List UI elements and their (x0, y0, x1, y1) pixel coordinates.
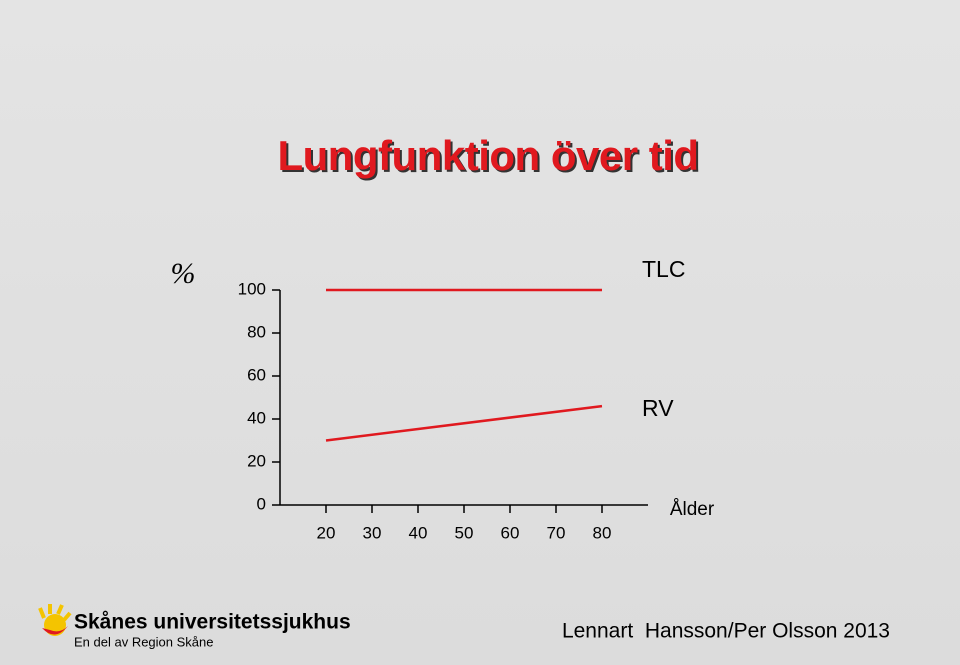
x-tick-label: 30 (363, 523, 382, 542)
y-tick-label: 20 (247, 451, 266, 470)
credit: Lennart Hansson/Per Olsson 2013 (562, 620, 890, 643)
x-tick-label: 40 (409, 523, 428, 542)
y-axis-label: % (171, 257, 196, 290)
logo-subtitle: En del av Region Skåne (74, 634, 213, 649)
x-tick-label: 70 (547, 523, 566, 542)
x-axis-label: Ålder (670, 499, 715, 520)
y-tick-label: 60 (247, 365, 266, 384)
y-tick-label: 100 (238, 279, 266, 298)
series-label: TLC (642, 256, 685, 282)
x-tick-label: 60 (501, 523, 520, 542)
chart-title: Lungfunktion över tid (277, 132, 699, 179)
logo: Skånes universitetssjukhus En del av Reg… (38, 604, 351, 649)
x-tick-label: 50 (455, 523, 474, 542)
y-tick-label: 40 (247, 408, 266, 427)
x-tick-label: 20 (317, 523, 336, 542)
y-tick-label: 80 (247, 322, 266, 341)
series-line (325, 404, 603, 442)
series-label: RV (642, 395, 674, 421)
y-tick-label: 0 (257, 494, 266, 513)
x-tick-label: 80 (593, 523, 612, 542)
logo-name: Skånes universitetssjukhus (74, 611, 351, 634)
